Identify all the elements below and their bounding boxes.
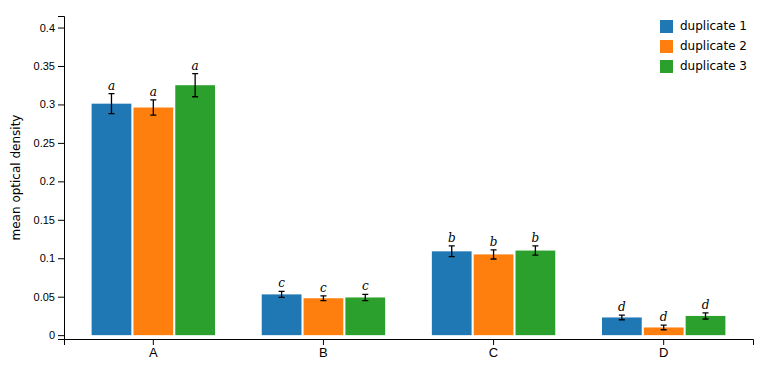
bar [304, 298, 344, 335]
y-tick-mark [58, 66, 64, 67]
y-tick-mark [58, 28, 64, 29]
y-tick: 0.1 [40, 252, 64, 264]
legend-item: duplicate 2 [660, 39, 747, 53]
chart: 0 0.05 0.1 0.15 0.2 0.25 0.3 0.35 0.4 A B C Da c b d a c b… [0, 0, 773, 373]
bar [474, 254, 514, 335]
legend-label: duplicate 3 [680, 59, 747, 73]
x-tick-mark [323, 339, 324, 345]
bar [175, 85, 215, 335]
legend-swatch [660, 20, 673, 33]
annotation: a [150, 85, 157, 99]
annotation: c [362, 279, 369, 293]
error-bar [279, 291, 285, 297]
error-bar [150, 100, 156, 115]
error-bar [703, 313, 709, 319]
y-tick: 0 [49, 329, 64, 341]
y-tick-label: 0.25 [34, 137, 55, 149]
y-tick-mark [58, 143, 64, 144]
annotation: c [278, 276, 285, 290]
legend: duplicate 1 duplicate 2 duplicate 3 [660, 19, 747, 73]
bar [432, 251, 472, 335]
y-tick-label: 0.05 [34, 291, 55, 303]
error-bar [491, 250, 497, 259]
y-tick-mark [58, 220, 64, 221]
plot: 0 0.05 0.1 0.15 0.2 0.25 0.3 0.35 0.4 A B C Da c b d a c b… [34, 17, 754, 361]
y-tick-mark [58, 297, 64, 298]
y-tick-label: 0.1 [40, 252, 55, 264]
bar [262, 294, 302, 335]
bar [345, 297, 385, 335]
annotation: b [448, 231, 456, 245]
legend-item: duplicate 1 [660, 19, 747, 33]
y-tick-label: 0.3 [40, 98, 55, 110]
series [133, 100, 683, 335]
y-tick-mark [58, 181, 64, 182]
annotation: a [108, 79, 115, 93]
y-axis: 0 0.05 0.1 0.15 0.2 0.25 0.3 0.35 0.4 [34, 17, 65, 342]
error-bar [619, 315, 625, 320]
x-tick-mark [153, 339, 154, 345]
y-tick-mark [58, 258, 64, 259]
y-tick: 0.35 [34, 60, 64, 72]
y-tick: 0.4 [40, 22, 64, 34]
x-tick: B [319, 339, 328, 360]
y-tick: 0.3 [40, 98, 64, 110]
y-tick: 0.15 [34, 214, 64, 226]
annotation: b [532, 231, 540, 245]
legend-item: duplicate 3 [660, 59, 747, 73]
annotation: d [660, 310, 668, 324]
legend-swatch [660, 60, 673, 73]
x-tick-label: A [149, 345, 158, 360]
bar [92, 104, 132, 335]
error-bar [661, 325, 667, 330]
y-tick-mark [58, 104, 64, 105]
x-axis: A B C D [65, 339, 754, 360]
error-bar [362, 294, 368, 300]
y-tick: 0.2 [40, 175, 64, 187]
y-tick: 0.25 [34, 137, 64, 149]
x-axis-line [65, 340, 754, 346]
annotation: d [618, 300, 626, 314]
x-tick-mark [663, 339, 664, 345]
x-tick: C [489, 339, 498, 360]
error-bar [320, 296, 326, 301]
y-axis-line [58, 17, 65, 340]
error-bar [449, 246, 455, 257]
x-tick-label: C [489, 345, 498, 360]
y-tick-label: 0.15 [34, 214, 55, 226]
marks [92, 74, 726, 335]
y-tick-label: 0.4 [40, 22, 55, 34]
error-bar [192, 74, 198, 97]
y-tick-label: 0.35 [34, 60, 55, 72]
x-tick: D [659, 339, 668, 360]
y-axis-title: mean optical density [9, 115, 23, 241]
annotation: d [702, 298, 710, 312]
series [92, 94, 642, 335]
legend-label: duplicate 1 [680, 19, 747, 33]
y-tick-label: 0.2 [40, 175, 55, 187]
annotation: a [192, 59, 199, 73]
bar [133, 108, 173, 336]
annotations: a c b d a c b d a c b d [108, 59, 710, 324]
x-tick-label: B [319, 345, 328, 360]
y-tick-label: 0 [49, 329, 55, 341]
x-tick-mark [493, 339, 494, 345]
series [175, 74, 725, 335]
y-tick: 0.05 [34, 291, 64, 303]
annotation: c [320, 281, 327, 295]
error-bar [532, 246, 538, 255]
legend-label: duplicate 2 [680, 39, 747, 53]
y-tick-mark [58, 335, 64, 336]
error-bar [108, 94, 114, 114]
x-tick: A [149, 339, 158, 360]
annotation: b [490, 235, 498, 249]
x-tick-label: D [659, 345, 668, 360]
legend-swatch [660, 40, 673, 53]
bar [516, 251, 556, 336]
